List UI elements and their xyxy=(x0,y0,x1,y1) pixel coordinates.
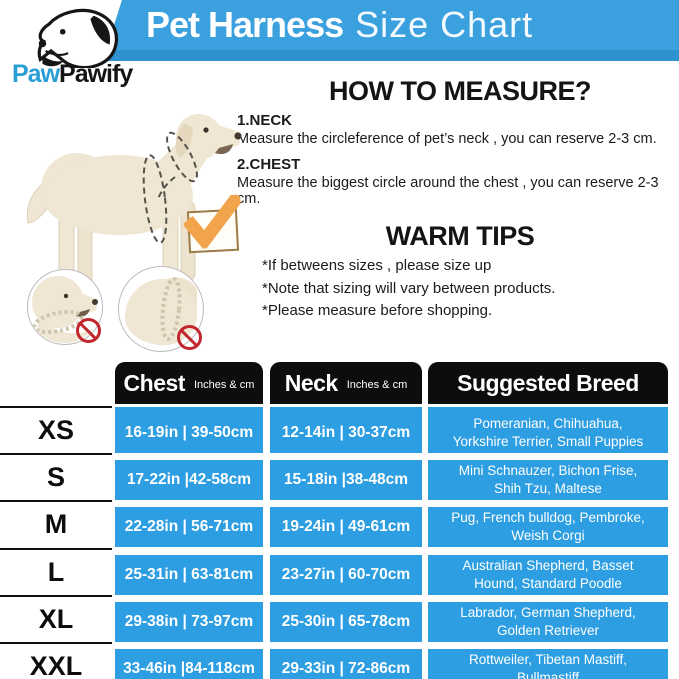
size-label-s: S xyxy=(0,453,112,500)
breed-value-xl: Labrador, German Shepherd, Golden Retrie… xyxy=(428,602,668,642)
brand-name-paw: Paw xyxy=(12,60,60,88)
size-label-xs: XS xyxy=(0,406,112,453)
breed-header-label: Suggested Breed xyxy=(457,369,639,396)
breed-line: Hound, Standard Poodle xyxy=(474,576,622,591)
step-chest-label: 2.CHEST xyxy=(237,156,301,173)
breed-value-s: Mini Schnauzer, Bichon Frise, Shih Tzu, … xyxy=(428,460,668,500)
chest-header-underline xyxy=(115,407,263,413)
warm-tip-1: *If betweens sizes , please size up xyxy=(262,257,492,274)
measure-circle-neck xyxy=(27,269,103,345)
chest-value-l: 25-31in | 63-81cm xyxy=(115,555,263,595)
check-icon xyxy=(182,194,243,250)
breed-value-m: Pug, French bulldog, Pembroke, Weish Cor… xyxy=(428,507,668,547)
column-header-chest: Chest Inches & cm xyxy=(115,362,263,404)
breed-line: Pomeranian, Chihuahua, xyxy=(473,416,623,432)
chest-value-xxl: 33-46in |84-118cm xyxy=(115,649,263,679)
banner-bottom-strip xyxy=(92,50,679,61)
size-label-xxl: XXL xyxy=(0,642,112,679)
neck-header-unit: Inches & cm xyxy=(346,379,408,391)
neck-value-xl: 25-30in | 65-78cm xyxy=(270,602,422,642)
no-sign-icon xyxy=(76,318,101,343)
banner-title-light: Size Chart xyxy=(355,4,534,45)
breed-line: Mini Schnauzer, Bichon Frise, xyxy=(458,463,638,479)
breed-line: Weish Corgi xyxy=(511,528,585,543)
dog-head-logo-icon xyxy=(37,8,119,68)
chest-value-s: 17-22in |42-58cm xyxy=(115,460,263,500)
breed-line: Australian Shepherd, Basset xyxy=(462,558,634,574)
breed-header-underline xyxy=(428,407,668,413)
checkbox-icon xyxy=(182,194,243,254)
neck-value-xxl: 29-33in | 72-86cm xyxy=(270,649,422,679)
neck-value-l: 23-27in | 60-70cm xyxy=(270,555,422,595)
neck-header-underline xyxy=(270,407,422,413)
breed-line: Labrador, German Shepherd, xyxy=(460,605,636,621)
warm-tip-2: *Note that sizing will vary between prod… xyxy=(262,280,556,297)
step-neck-label: 1.NECK xyxy=(237,112,293,129)
breed-line: Bullmastiff xyxy=(516,670,580,679)
column-header-breed: Suggested Breed xyxy=(428,362,668,404)
breed-line: Yorkshire Terrier, Small Puppies xyxy=(452,434,644,449)
breed-value-xs: Pomeranian, Chihuahua, Yorkshire Terrier… xyxy=(428,413,668,453)
breed-line: Pug, French bulldog, Pembroke, xyxy=(451,510,645,526)
neck-value-xs: 12-14in | 30-37cm xyxy=(270,413,422,453)
warm-tip-3: *Please measure before shopping. xyxy=(262,302,493,319)
chest-value-xs: 16-19in | 39-50cm xyxy=(115,413,263,453)
measure-circle-chest xyxy=(118,266,204,352)
breed-line: Shih Tzu, Maltese xyxy=(494,481,602,496)
step-neck-text: Measure the circleference of pet’s neck … xyxy=(237,131,657,147)
size-label-l: L xyxy=(0,548,112,595)
breed-value-l: Australian Shepherd, Basset Hound, Stand… xyxy=(428,555,668,595)
banner-title-bold: Pet Harness xyxy=(146,4,344,45)
column-header-neck: Neck Inches & cm xyxy=(270,362,422,404)
size-label-xl: XL xyxy=(0,595,112,642)
chest-header-unit: Inches & cm xyxy=(193,379,255,391)
breed-line: Rottweiler, Tibetan Mastiff, xyxy=(468,652,628,668)
step-chest-text: Measure the biggest circle around the ch… xyxy=(237,175,659,207)
brand-name-pawify: Pawify xyxy=(59,60,133,88)
chest-value-xl: 29-38in | 73-97cm xyxy=(115,602,263,642)
breed-line: Golden Retriever xyxy=(496,623,600,638)
chest-header-label: Chest xyxy=(123,369,186,396)
chest-value-m: 22-28in | 56-71cm xyxy=(115,507,263,547)
no-sign-icon xyxy=(177,325,202,350)
brand-logo: PawPawify xyxy=(8,2,158,94)
neck-value-m: 19-24in | 49-61cm xyxy=(270,507,422,547)
how-to-measure-heading: HOW TO MEASURE? xyxy=(329,76,592,106)
neck-value-s: 15-18in |38-48cm xyxy=(270,460,422,500)
size-label-m: M xyxy=(0,500,112,547)
title-banner: Pet Harness Size Chart xyxy=(106,0,679,50)
warm-tips-heading: WARM TIPS xyxy=(385,221,535,251)
neck-header-label: Neck xyxy=(284,369,338,396)
brand-name: PawPawify xyxy=(12,60,133,89)
breed-value-xxl: Rottweiler, Tibetan Mastiff, Bullmastiff xyxy=(428,649,668,679)
